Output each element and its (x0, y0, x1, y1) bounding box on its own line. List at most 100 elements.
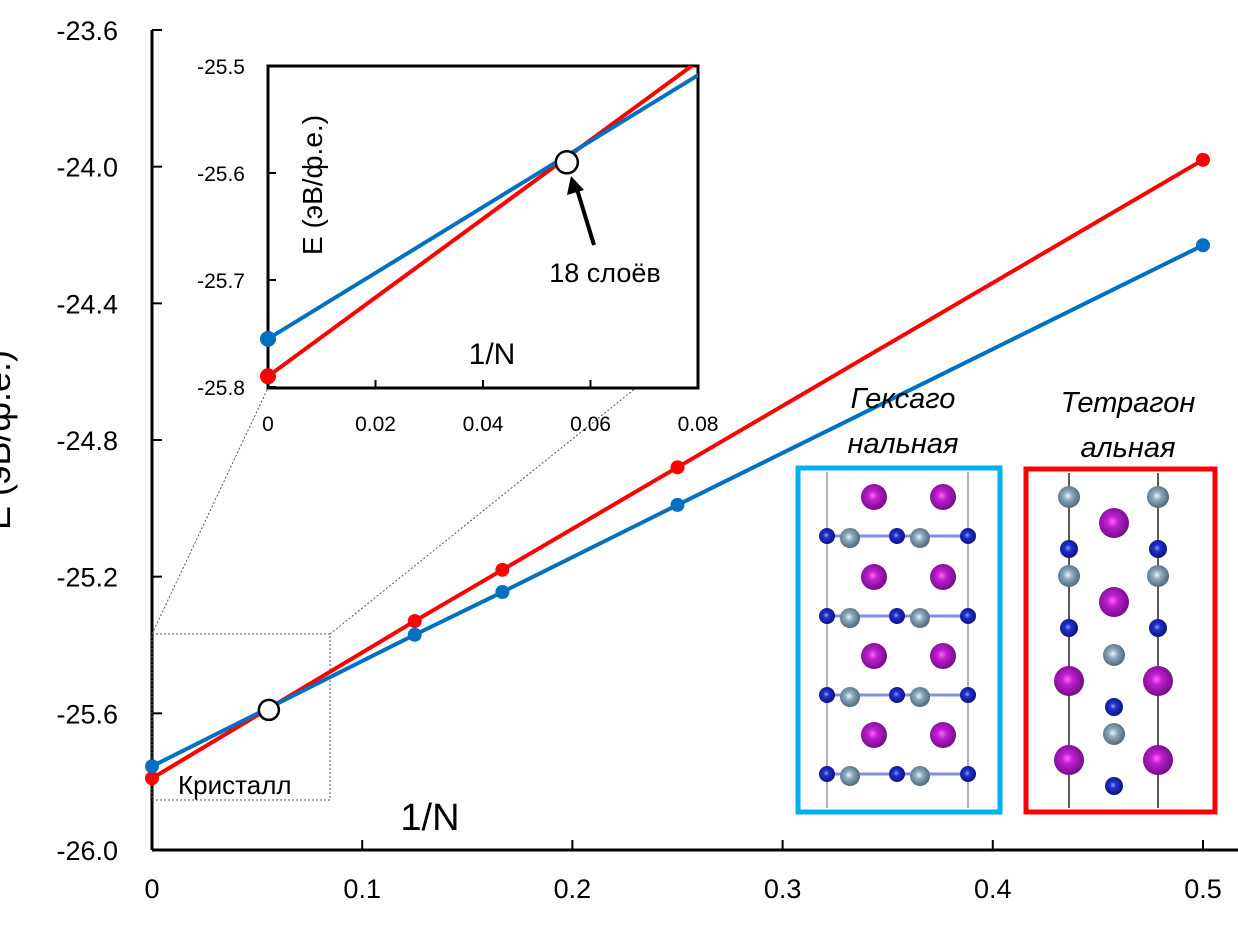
y-tick-label: -24.4 (56, 289, 118, 319)
inset-x-tick-label: 0.02 (355, 413, 396, 436)
red-series-point (670, 460, 685, 475)
blue-atom (889, 608, 905, 624)
blue-atom (960, 766, 976, 782)
crossing-arrow (574, 185, 596, 246)
y-tick-label: -23.6 (56, 16, 118, 46)
blue-atom (889, 687, 905, 703)
y-tick-label: -26.0 (56, 836, 118, 866)
zoom-rect (151, 633, 331, 801)
x-tick-label: 0.2 (554, 874, 592, 904)
tetra-label-2: альная (1081, 432, 1176, 464)
hex-frame (795, 465, 1003, 815)
inset-crossing-marker (554, 150, 580, 175)
inset-blue-point (260, 330, 276, 347)
purple-atom (861, 722, 887, 748)
purple-atom (1143, 745, 1173, 775)
inset-y-axis-label: E (эВ/ф.е.) (297, 115, 328, 255)
inset-y-tick-label: -25.5 (197, 56, 245, 79)
blue-atom (960, 608, 976, 624)
crystal-label: Кристалл (178, 770, 292, 800)
blue-atom (960, 528, 976, 544)
tetragonal-structure (1023, 466, 1218, 815)
blue-atom (1149, 540, 1167, 558)
gray-atom (910, 528, 930, 548)
inset-x-axis-label: 1/N (469, 338, 516, 371)
y-tick-label: -25.2 (56, 563, 118, 593)
gray-atom (840, 687, 860, 707)
crossing-arrow-head (567, 176, 584, 195)
blue-atom (960, 687, 976, 703)
red-series-point (495, 562, 510, 577)
gray-atom (840, 766, 860, 786)
x-tick-label: 0.4 (974, 874, 1012, 904)
red-series-point (407, 614, 422, 629)
y-tick-label: -24.0 (56, 153, 118, 183)
inset-red-point (260, 368, 276, 385)
purple-atom (861, 564, 887, 590)
main-series (145, 152, 1210, 786)
blue-series-point (407, 627, 422, 642)
x-tick-label: 0.1 (343, 874, 381, 904)
purple-atom (930, 484, 956, 510)
blue-series-point (495, 585, 510, 600)
blue-atom (889, 528, 905, 544)
blue-series-point (1196, 238, 1210, 253)
y-tick-label: -24.8 (56, 426, 118, 456)
inset-x-tick-label: 0.04 (463, 413, 504, 436)
x-tick-label: 0.3 (764, 874, 802, 904)
inset-x-tick-label: 0 (262, 413, 274, 436)
blue-atom (819, 687, 835, 703)
blue-series-point (670, 497, 685, 512)
crossing-marker (257, 698, 281, 722)
gray-atom (840, 528, 860, 548)
blue-atom (1105, 698, 1123, 716)
hex-label-1: Гексаго (851, 383, 956, 415)
zoom-connector (151, 387, 269, 635)
inset-y-tick-label: -25.7 (197, 270, 245, 293)
inset-chart: -25.5 -25.6 -25.7 -25.8 0 0.02 0.04 0.06 0.08 E … (197, 56, 719, 436)
purple-atom (1099, 508, 1129, 538)
inset-x-tick-label: 0.06 (570, 413, 611, 436)
gray-atom (1103, 723, 1125, 745)
inset-x-tick-label: 0.08 (678, 413, 719, 436)
x-axis-label: 1/N (400, 797, 459, 839)
gray-atom (1147, 486, 1169, 508)
red-series-point (145, 771, 159, 786)
purple-atom (1099, 587, 1129, 617)
y-axis-label: E (эВ/ф.е.) (0, 350, 18, 530)
gray-atom (910, 687, 930, 707)
hex-label-2: нальная (848, 428, 959, 460)
blue-atom (1105, 777, 1123, 795)
gray-atom (1147, 565, 1169, 587)
purple-atom (861, 484, 887, 510)
x-tick-label: 0 (144, 874, 159, 904)
hexagonal-structure (795, 465, 1003, 815)
blue-atom (1060, 540, 1078, 558)
crossing-label: 18 слоёв (549, 258, 660, 288)
tetra-label-1: Тетрагон (1061, 387, 1196, 419)
inset-y-tick-label: -25.8 (197, 377, 245, 400)
blue-atom (1060, 619, 1078, 637)
gray-atom (1058, 486, 1080, 508)
purple-atom (930, 722, 956, 748)
purple-atom (1054, 666, 1084, 696)
purple-atom (930, 564, 956, 590)
purple-atom (1143, 666, 1173, 696)
gray-atom (910, 608, 930, 628)
purple-atom (861, 643, 887, 669)
blue-atom (1149, 619, 1167, 637)
inset-y-tick-label: -25.6 (197, 163, 245, 186)
blue-series-point (145, 759, 159, 774)
y-tick-label: -25.6 (56, 699, 118, 729)
blue-atom (819, 528, 835, 544)
purple-atom (930, 643, 956, 669)
blue-atom (819, 766, 835, 782)
purple-atom (1054, 745, 1084, 775)
gray-atom (910, 766, 930, 786)
gray-atom (840, 608, 860, 628)
red-series-point (1196, 152, 1210, 167)
x-tick-label: 0.5 (1184, 874, 1222, 904)
blue-atom (889, 766, 905, 782)
main-axes: -23.6 -24.0 -24.4 -24.8 -25.2 -25.6 -26.0 0 0.1 0… (56, 16, 1238, 904)
